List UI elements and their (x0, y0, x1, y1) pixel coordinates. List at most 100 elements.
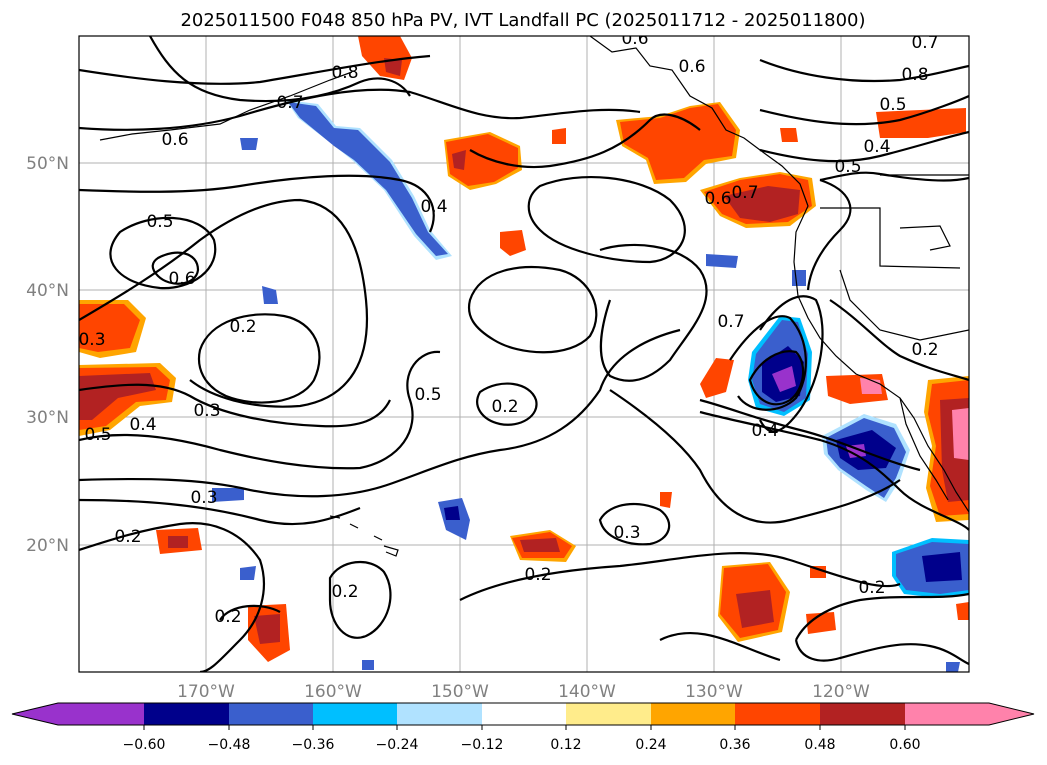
neg-patch (772, 366, 796, 392)
pv-contour (79, 522, 265, 672)
lat-label-30n: 30°N (26, 408, 69, 428)
neg-patch (362, 660, 374, 670)
colorbar-segment (229, 703, 313, 725)
neg-patch (444, 506, 460, 520)
contour-label: 0.6 (161, 130, 188, 150)
neg-patch (240, 138, 258, 150)
lat-labels: 50°N 40°N 30°N 20°N (26, 154, 69, 556)
pv-contour (79, 328, 681, 498)
contour-label: 0.7 (276, 93, 303, 113)
contour-label: 0.4 (420, 197, 447, 217)
pv-contour (328, 560, 392, 639)
colorbar-segment (58, 703, 144, 725)
colorbar-tick-label: 0.24 (635, 737, 666, 753)
pv-contour (149, 36, 411, 103)
pv-contour (79, 383, 391, 428)
contour-label: 0.2 (114, 527, 141, 547)
pv-contour (469, 113, 701, 169)
pos-patch (384, 58, 402, 76)
colorbar-segment (905, 703, 989, 725)
colorbar-tick-label: −0.48 (208, 737, 251, 753)
map-panel: 0.6 0.6 0.7 0.8 0.7 0.6 0.8 0.5 0.4 0.5 … (78, 29, 970, 673)
pv-contour (599, 243, 708, 382)
pv-contour (476, 382, 538, 426)
contour-label: 0.5 (84, 425, 111, 445)
lon-label-160w: 160°W (304, 682, 362, 702)
lon-label-150w: 150°W (431, 682, 489, 702)
colorbar-segment (482, 703, 566, 725)
neg-patch (706, 254, 738, 268)
pv-contour (79, 88, 641, 131)
map-title: 2025011500 F048 850 hPa PV, IVT Landfall… (180, 10, 865, 31)
colorbar-segment (397, 703, 482, 725)
neg-patch (836, 430, 896, 470)
contour-label: 0.3 (190, 488, 217, 508)
colorbar-tick-label: 0.36 (719, 737, 750, 753)
pv-contour (729, 315, 807, 411)
pv-contour (759, 130, 969, 163)
pv-contour (759, 58, 969, 83)
pos-patch (724, 186, 800, 222)
contour-label: 0.6 (621, 29, 648, 49)
pv-contour (79, 174, 435, 233)
pos-patch (520, 538, 560, 552)
baja-coastline (899, 397, 949, 501)
neg-patch (946, 662, 960, 672)
neg-patch (288, 102, 448, 256)
colorbar-segment (735, 703, 820, 725)
colorbar-tick-label: −0.24 (376, 737, 419, 753)
contour-label: 0.2 (858, 578, 885, 598)
lon-label-130w: 130°W (685, 682, 743, 702)
pos-patch (952, 408, 969, 460)
colorbar-tick-label: −0.36 (292, 737, 335, 753)
pos-patch (446, 134, 518, 186)
pv-contour (459, 552, 901, 601)
pos-patch (552, 128, 566, 144)
pv-contour (819, 171, 969, 182)
contour-label: 0.2 (524, 565, 551, 585)
pos-patch (780, 128, 798, 142)
pos-patch (806, 612, 836, 634)
colorbar-tick-label: 0.48 (804, 737, 835, 753)
pv-contour (197, 313, 321, 404)
neg-patch (922, 552, 962, 582)
contour-label: 0.5 (414, 385, 441, 405)
pv-contour (795, 592, 969, 641)
colorbar-extend-max (989, 703, 1034, 725)
pv-contour (829, 299, 969, 382)
pv-contour (699, 410, 969, 531)
pv-contour (79, 54, 431, 85)
pv-contour (759, 94, 969, 126)
colorbar-tick-label: −0.12 (461, 737, 504, 753)
contour-label: 0.7 (731, 183, 758, 203)
contour-label: 0.2 (491, 397, 518, 417)
pv-contours (79, 36, 969, 672)
pv-contour (79, 350, 441, 470)
pv-contour (598, 503, 671, 546)
contour-label: 0.2 (331, 582, 358, 602)
pv-contour (748, 350, 805, 406)
pos-patch (168, 536, 188, 548)
colorbar: −0.60 −0.48 −0.36 −0.24 −0.12 0.12 0.24 … (11, 702, 1035, 753)
pv-contour (609, 389, 901, 524)
contour-label: 0.5 (146, 212, 173, 232)
pv-contour (109, 216, 217, 290)
lat-label-40n: 40°N (26, 281, 69, 301)
north-america-coastline (589, 36, 969, 513)
colorbar-segment (651, 703, 735, 725)
contour-label: 0.6 (704, 189, 731, 209)
colorbar-segment (566, 703, 651, 725)
contour-label: 0.2 (214, 607, 241, 627)
contour-label: 0.5 (834, 157, 861, 177)
ivt-shading (79, 36, 969, 672)
neg-patch (792, 270, 806, 286)
lon-label-140w: 140°W (558, 682, 616, 702)
contour-label: 0.2 (229, 317, 256, 337)
pos-patch (660, 492, 672, 508)
colorbar-segment (144, 703, 229, 725)
pos-patch (620, 104, 736, 180)
pos-patch (956, 602, 969, 620)
colorbar-ticks (143, 725, 906, 730)
colorbar-extend-min (12, 703, 58, 725)
